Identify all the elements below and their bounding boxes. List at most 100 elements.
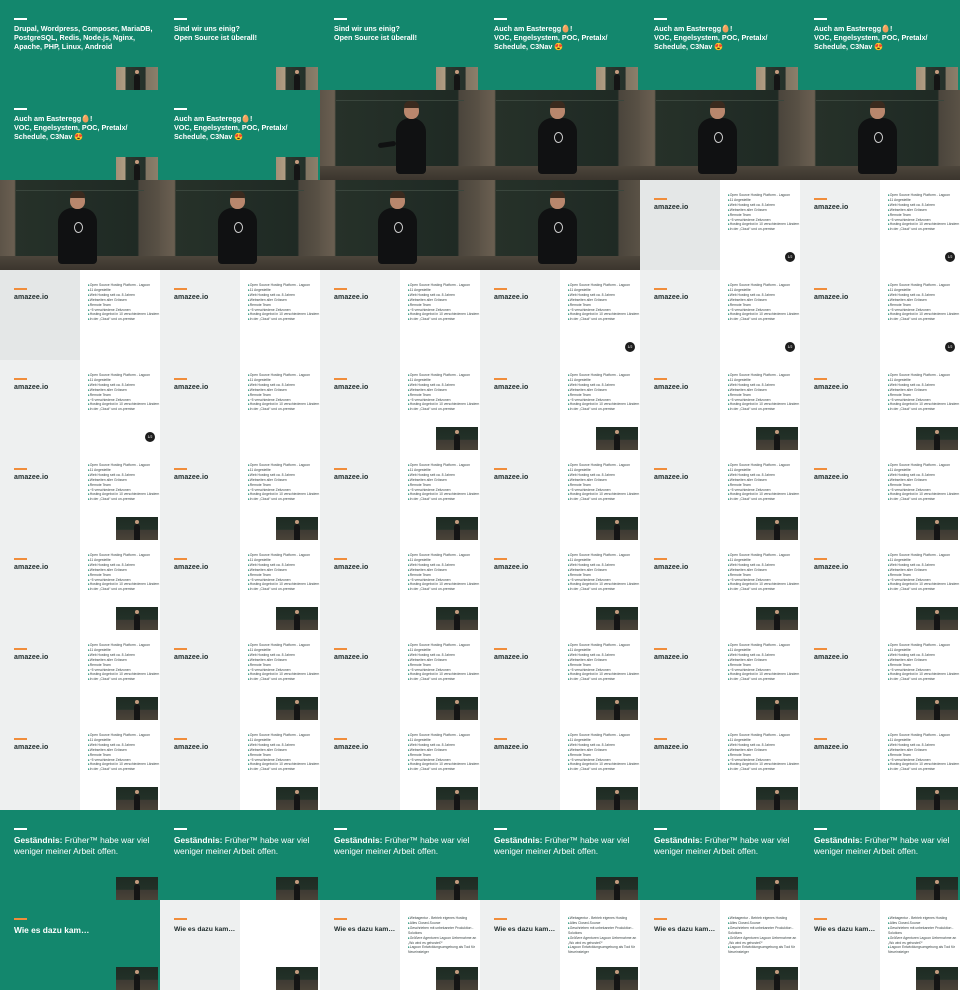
- bullet-item: ~5 verschiedene Zeitzonen: [888, 488, 960, 493]
- frame-tile[interactable]: amazee.io Open Source Hosting Platform - …: [160, 720, 320, 810]
- frame-tile[interactable]: amazee.io Open Source Hosting Platform - …: [160, 270, 320, 360]
- frame-tile[interactable]: amazee.io Open Source Hosting Platform - …: [0, 630, 160, 720]
- slide-left-panel: [0, 270, 80, 360]
- bullet-item: Hosting Angebot in 10 verschiedenen Länd…: [248, 582, 320, 587]
- frame-tile[interactable]: [320, 180, 480, 270]
- frame-tile[interactable]: amazee.io Open Source Hosting Platform - …: [320, 450, 480, 540]
- frame-tile[interactable]: Auch am Easteregg🥚! VOC, Engelsystem, PO…: [800, 0, 960, 90]
- frame-tile[interactable]: [320, 90, 480, 180]
- bullet-item: Webseiten aller Grössen: [88, 658, 160, 663]
- frame-tile[interactable]: amazee.io Open Source Hosting Platform - …: [480, 450, 640, 540]
- frame-tile[interactable]: amazee.io Open Source Hosting Platform - …: [640, 630, 800, 720]
- frame-tile[interactable]: amazee.io Open Source Hosting Platform - …: [160, 630, 320, 720]
- slide-left-panel: [160, 630, 240, 720]
- bullet-list: Open Source Hosting Platform - Lagoon11 …: [88, 733, 160, 772]
- bullet-item: Webseiten aller Grössen: [568, 298, 640, 303]
- frame-tile[interactable]: Wie es dazu kam… Webagentur - Betrieb eig…: [640, 900, 800, 990]
- frame-tile[interactable]: amazee.io Open Source Hosting Platform - …: [640, 180, 800, 270]
- frame-tile[interactable]: amazee.io Open Source Hosting Platform - …: [800, 450, 960, 540]
- frame-tile[interactable]: amazee.io Open Source Hosting Platform - …: [0, 540, 160, 630]
- slide-counter-badge: 1/2: [945, 252, 955, 262]
- frame-tile[interactable]: Auch am Easteregg🥚! VOC, Engelsystem, PO…: [480, 0, 640, 90]
- frame-tile[interactable]: amazee.io Open Source Hosting Platform - …: [640, 720, 800, 810]
- frame-tile[interactable]: amazee.io Open Source Hosting Platform - …: [800, 630, 960, 720]
- frame-tile[interactable]: Wie es dazu kam… Webagentur - Betrieb eig…: [320, 900, 480, 990]
- frame-tile[interactable]: Auch am Easteregg🥚! VOC, Engelsystem, PO…: [160, 90, 320, 180]
- frame-tile[interactable]: Sind wir uns einig? Open Source ist über…: [160, 0, 320, 90]
- speaker-video-thumbnail: [916, 517, 958, 540]
- frame-tile[interactable]: Wie es dazu kam… Webagentur - Betrieb eig…: [800, 900, 960, 990]
- bullet-item: ~5 verschiedene Zeitzonen: [728, 578, 800, 583]
- frame-tile[interactable]: amazee.io Open Source Hosting Platform - …: [160, 450, 320, 540]
- frame-tile[interactable]: Drupal, Wordpress, Composer, MariaDB, Po…: [0, 0, 160, 90]
- frame-tile[interactable]: [0, 180, 160, 270]
- frame-tile[interactable]: amazee.io Open Source Hosting Platform - …: [800, 540, 960, 630]
- speaker-shirt: [698, 118, 737, 174]
- frame-tile[interactable]: amazee.io Open Source Hosting Platform - …: [320, 720, 480, 810]
- frame-tile[interactable]: [640, 90, 800, 180]
- bullet-item: ~5 verschiedene Zeitzonen: [408, 758, 480, 763]
- frame-tile[interactable]: amazee.io Open Source Hosting Platform - …: [0, 270, 160, 360]
- bullet-item: Webseiten aller Grössen: [248, 298, 320, 303]
- bullet-item: Web Hosting seit ca. 8 Jahren: [88, 743, 160, 748]
- company-logo: amazee.io: [654, 384, 689, 391]
- bullet-item: Open Source Hosting Platform - Lagoon: [888, 553, 960, 558]
- frame-tile[interactable]: Auch am Easteregg🥚! VOC, Engelsystem, PO…: [0, 90, 160, 180]
- frame-tile[interactable]: amazee.io Open Source Hosting Platform - …: [480, 360, 640, 450]
- bullet-item: In der „Cloud“ und on-premise: [568, 317, 640, 322]
- frame-tile[interactable]: amazee.io Open Source Hosting Platform - …: [320, 270, 480, 360]
- title-accent-bar: [494, 468, 507, 470]
- frame-tile[interactable]: Sind wir uns einig? Open Source ist über…: [320, 0, 480, 90]
- company-logo: amazee.io: [334, 474, 369, 481]
- frame-tile[interactable]: Wie es dazu kam…: [160, 900, 320, 990]
- frame-tile[interactable]: [480, 180, 640, 270]
- bullet-item: Web Hosting seit ca. 8 Jahren: [728, 743, 800, 748]
- title-accent-bar: [14, 288, 27, 290]
- slide-title: Drupal, Wordpress, Composer, MariaDB, Po…: [14, 24, 153, 51]
- frame-tile[interactable]: amazee.io Open Source Hosting Platform - …: [640, 360, 800, 450]
- company-logo: amazee.io: [654, 204, 689, 211]
- speaker-figure: [614, 430, 620, 450]
- frame-tile[interactable]: Geständnis: Früher™ habe war viel wenige…: [0, 810, 160, 900]
- frame-tile[interactable]: Wie es dazu kam… Webagentur - Betrieb eig…: [480, 900, 640, 990]
- frame-tile[interactable]: Auch am Easteregg🥚! VOC, Engelsystem, PO…: [640, 0, 800, 90]
- frame-tile[interactable]: Geständnis: Früher™ habe war viel wenige…: [480, 810, 640, 900]
- frame-tile[interactable]: [160, 180, 320, 270]
- frame-tile[interactable]: amazee.io Open Source Hosting Platform - …: [0, 450, 160, 540]
- confession-label: Geständnis:: [654, 835, 703, 845]
- title-accent-bar: [334, 288, 347, 290]
- frame-tile[interactable]: amazee.io Open Source Hosting Platform - …: [320, 540, 480, 630]
- frame-tile[interactable]: [800, 90, 960, 180]
- bullet-list: Open Source Hosting Platform - Lagoon11 …: [728, 463, 800, 502]
- bullet-item: Open Source Hosting Platform - Lagoon: [888, 193, 960, 198]
- frame-tile[interactable]: amazee.io Open Source Hosting Platform - …: [800, 180, 960, 270]
- frame-tile[interactable]: [480, 90, 640, 180]
- bullet-item: Remote Team: [728, 483, 800, 488]
- frame-tile[interactable]: amazee.io Open Source Hosting Platform - …: [480, 540, 640, 630]
- frame-tile[interactable]: amazee.io Open Source Hosting Platform - …: [800, 360, 960, 450]
- frame-tile[interactable]: Wie es dazu kam…: [0, 900, 160, 990]
- frame-tile[interactable]: amazee.io Open Source Hosting Platform - …: [800, 720, 960, 810]
- frame-tile[interactable]: amazee.io Open Source Hosting Platform - …: [320, 360, 480, 450]
- frame-tile[interactable]: Geständnis: Früher™ habe war viel wenige…: [800, 810, 960, 900]
- bullet-item: Open Source Hosting Platform - Lagoon: [408, 463, 480, 468]
- frame-tile[interactable]: amazee.io Open Source Hosting Platform - …: [640, 450, 800, 540]
- frame-tile[interactable]: amazee.io Open Source Hosting Platform - …: [480, 630, 640, 720]
- bullet-item: Open Source Hosting Platform - Lagoon: [728, 373, 800, 378]
- bullet-item: Open Source Hosting Platform - Lagoon: [88, 283, 160, 288]
- frame-tile[interactable]: amazee.io Open Source Hosting Platform - …: [480, 270, 640, 360]
- title-accent-bar: [14, 108, 27, 110]
- frame-tile[interactable]: Geständnis: Früher™ habe war viel wenige…: [160, 810, 320, 900]
- frame-tile[interactable]: amazee.io Open Source Hosting Platform - …: [480, 720, 640, 810]
- frame-tile[interactable]: Geständnis: Früher™ habe war viel wenige…: [320, 810, 480, 900]
- frame-tile[interactable]: amazee.io Open Source Hosting Platform - …: [0, 360, 160, 450]
- frame-tile[interactable]: amazee.io Open Source Hosting Platform - …: [800, 270, 960, 360]
- bullet-item: Web Hosting seit ca. 8 Jahren: [728, 473, 800, 478]
- frame-tile[interactable]: Geständnis: Früher™ habe war viel wenige…: [640, 810, 800, 900]
- frame-tile[interactable]: amazee.io Open Source Hosting Platform - …: [320, 630, 480, 720]
- frame-tile[interactable]: amazee.io Open Source Hosting Platform - …: [640, 540, 800, 630]
- frame-tile[interactable]: amazee.io Open Source Hosting Platform - …: [0, 720, 160, 810]
- frame-tile[interactable]: amazee.io Open Source Hosting Platform - …: [160, 540, 320, 630]
- frame-tile[interactable]: amazee.io Open Source Hosting Platform - …: [640, 270, 800, 360]
- frame-tile[interactable]: amazee.io Open Source Hosting Platform - …: [160, 360, 320, 450]
